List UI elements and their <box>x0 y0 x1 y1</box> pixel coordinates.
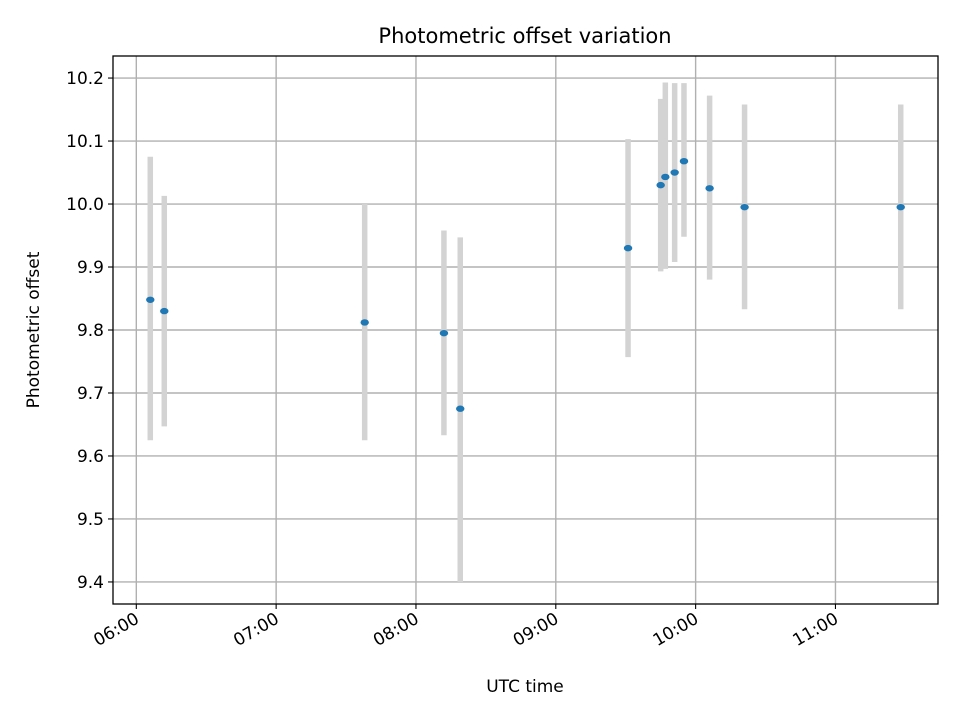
error-bars <box>147 82 904 582</box>
data-point <box>360 319 369 326</box>
x-tick-label: 09:00 <box>510 609 562 651</box>
y-tick-label: 9.4 <box>77 573 104 593</box>
data-point <box>896 203 905 211</box>
grid <box>113 56 938 604</box>
data-points <box>146 157 905 412</box>
y-axis-label: Photometric offset <box>24 251 44 408</box>
data-point <box>705 185 714 192</box>
data-point <box>623 244 633 252</box>
y-tick-label: 10.1 <box>66 132 104 152</box>
x-tick-label: 10:00 <box>650 609 702 651</box>
x-tick-label: 07:00 <box>230 609 282 651</box>
y-axis: 9.4 9.5 9.6 9.7 9.8 9.9 10.0 10.1 10.2 <box>66 69 113 593</box>
x-axis-label: UTC time <box>486 677 564 697</box>
y-tick-label: 10.2 <box>66 69 104 89</box>
data-point <box>679 157 689 165</box>
data-point <box>146 296 155 303</box>
data-point <box>656 181 665 189</box>
x-tick-label: 06:00 <box>90 609 142 651</box>
data-point <box>160 307 169 315</box>
x-axis: 06:00 07:00 08:00 09:00 10:00 11:00 <box>90 604 842 651</box>
chart-title: Photometric offset variation <box>378 24 671 48</box>
y-tick-label: 9.7 <box>77 384 104 404</box>
data-point <box>661 173 670 181</box>
data-point <box>740 203 749 211</box>
y-tick-label: 9.5 <box>77 510 104 530</box>
x-tick-label: 08:00 <box>370 609 422 651</box>
y-tick-label: 9.8 <box>77 321 104 341</box>
x-tick-label: 11:00 <box>790 609 842 651</box>
y-tick-label: 9.6 <box>77 447 104 467</box>
data-point <box>670 169 679 176</box>
y-tick-label: 9.9 <box>77 258 104 278</box>
data-point <box>439 329 449 337</box>
data-point <box>456 405 465 412</box>
y-tick-label: 10.0 <box>66 195 104 215</box>
